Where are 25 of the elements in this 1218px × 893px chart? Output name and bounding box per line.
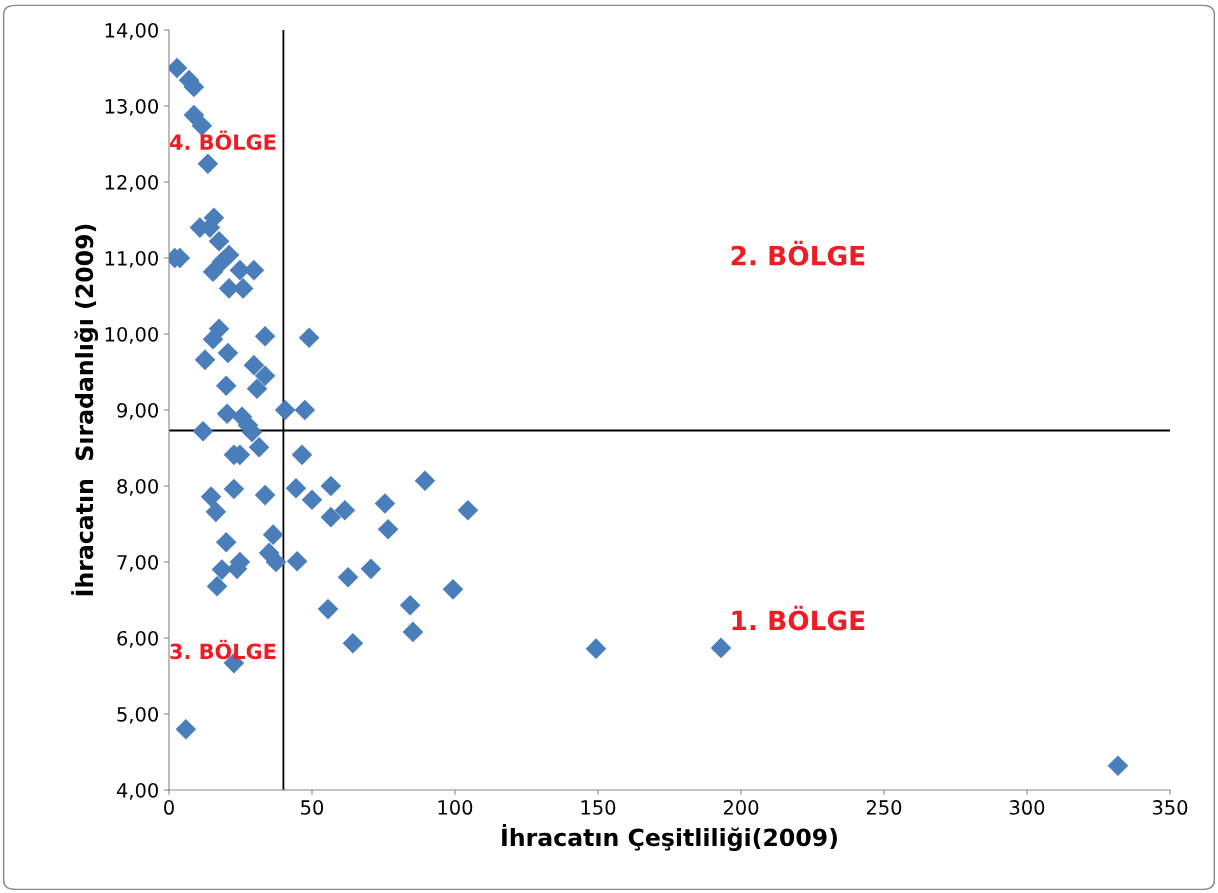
x-tick-label: 100 [438,800,473,815]
y-tick-label: 10,00 [105,326,158,344]
annotation: 3. BÖLGE [170,639,276,660]
x-tick-label: 250 [866,800,902,815]
x-axis-title: İhracatın Çeşitliliği(2009) [502,824,837,852]
annotation: 4. BÖLGE [169,130,276,151]
y-tick-label: 7,00 [117,554,158,572]
y-tick-label: 4,00 [116,782,158,800]
y-tick-label: 14,00 [105,22,158,40]
x-tick-label: 50 [301,800,324,815]
y-axis-title: İhracatın Sıradanlığı (2009) [71,224,99,596]
y-tick-label: 6,00 [117,630,158,648]
y-tick-label: 8,00 [117,478,158,496]
y-tick-label: 11,00 [105,250,158,268]
y-tick-label: 9,00 [117,402,158,420]
y-tick-label: 13,00 [105,98,158,116]
x-tick-label: 200 [723,800,759,815]
annotation: 1. BÖLGE [732,605,865,631]
x-tick-label: 300 [1009,800,1045,815]
annotation: 2. BÖLGE [731,240,865,266]
y-tick-label: 5,00 [117,706,158,724]
y-tick-label: 12,00 [105,174,158,192]
x-tick-label: 150 [581,800,616,815]
x-tick-label: 0 [164,800,174,815]
x-tick-label: 350 [1152,800,1188,815]
